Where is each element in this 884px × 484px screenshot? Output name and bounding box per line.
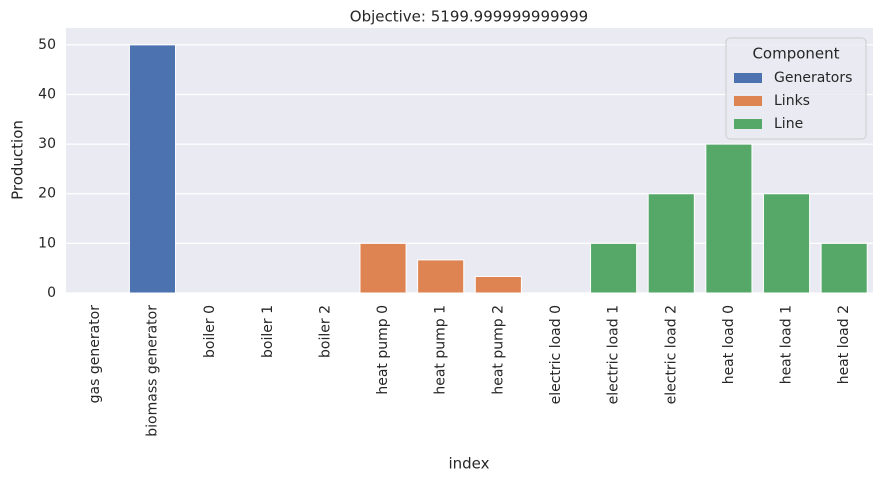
legend-label: Line (774, 116, 803, 132)
bar (762, 193, 811, 294)
x-tick-label: electric load 0 (548, 305, 564, 404)
legend-swatch (734, 73, 762, 83)
y-tick-label: 10 (38, 235, 56, 251)
y-tick-label: 30 (38, 136, 56, 152)
x-axis-label: index (448, 455, 489, 473)
y-tick-label: 0 (47, 285, 56, 301)
legend-label: Links (774, 93, 810, 109)
bar (705, 143, 753, 294)
x-tick-label: boiler 2 (317, 305, 333, 358)
legend-swatch (734, 96, 762, 106)
legend-box (725, 37, 867, 140)
y-tick-label: 20 (38, 186, 56, 202)
bar (647, 193, 695, 294)
x-tick-label: heat load 2 (836, 305, 852, 384)
x-tick-label: boiler 0 (202, 305, 218, 358)
legend-label: Generators (774, 70, 852, 86)
y-tick-label: 50 (38, 37, 56, 53)
x-tick-label: heat load 0 (721, 305, 737, 384)
bar (417, 259, 465, 294)
y-tick-label: 40 (38, 86, 56, 102)
x-tick-label: gas generator (87, 305, 103, 404)
x-tick-label: heat pump 0 (375, 305, 391, 395)
bar (359, 242, 407, 294)
legend-swatch (734, 119, 762, 129)
x-tick-label: heat load 1 (779, 305, 795, 384)
bar (820, 242, 868, 294)
x-tick-label: heat pump 1 (433, 305, 449, 395)
x-tick-label: boiler 1 (260, 305, 276, 358)
bar (128, 44, 177, 294)
legend-title: Component (752, 45, 839, 63)
x-tick-label: electric load 1 (606, 305, 622, 404)
bar (474, 275, 522, 294)
bar (590, 242, 638, 294)
x-tick-label: electric load 2 (663, 305, 679, 404)
y-axis-label: Production (9, 120, 27, 200)
chart-title: Objective: 5199.999999999999 (350, 8, 588, 26)
x-tick-label: heat pump 2 (490, 305, 506, 395)
x-tick-label: biomass generator (144, 305, 160, 437)
